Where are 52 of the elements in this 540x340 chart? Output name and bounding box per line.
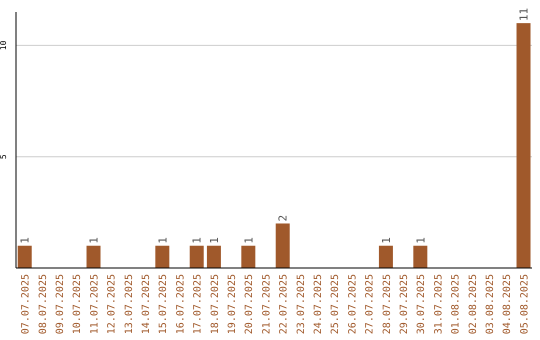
bar — [18, 246, 32, 268]
data-label: 1 — [18, 237, 32, 244]
x-tick-label: 07.07.2025 — [20, 274, 32, 334]
data-label: 1 — [208, 237, 221, 244]
data-label: 1 — [156, 237, 170, 244]
data-label: 1 — [414, 237, 428, 244]
x-tick-label: 22.07.2025 — [278, 274, 290, 334]
data-label: 1 — [380, 237, 393, 244]
x-tick-label: 17.07.2025 — [192, 274, 204, 334]
x-tick-label: 16.07.2025 — [175, 274, 186, 334]
bar — [190, 246, 204, 268]
x-tick-label: 25.07.2025 — [330, 274, 342, 334]
x-tick-label: 24.07.2025 — [313, 274, 324, 334]
x-tick-label: 27.07.2025 — [364, 274, 376, 334]
data-label: 2 — [276, 214, 290, 222]
x-tick-label: 11.07.2025 — [89, 274, 100, 334]
x-tick-label: 19.07.2025 — [227, 274, 238, 334]
x-tick-label: 15.07.2025 — [158, 274, 170, 334]
bar — [241, 246, 256, 268]
bar — [206, 246, 221, 268]
bar — [516, 23, 531, 268]
x-tick-label: 29.07.2025 — [399, 274, 410, 334]
x-tick-label: 14.07.2025 — [141, 274, 152, 334]
x-tick-label: 23.07.2025 — [296, 274, 307, 334]
x-tick-label: 31.07.2025 — [433, 274, 444, 334]
bar — [276, 223, 290, 268]
data-label: 1 — [242, 237, 256, 244]
data-label: 1 — [88, 237, 101, 244]
x-tick-label: 30.07.2025 — [416, 274, 428, 334]
x-tick-label: 01.08.2025 — [450, 274, 462, 334]
y-tick-label: 5 — [0, 154, 8, 160]
data-label: 1 — [190, 237, 204, 244]
x-tick-label: 28.07.2025 — [382, 274, 393, 334]
x-tick-label: 02.08.2025 — [468, 274, 479, 334]
x-tick-label: 18.07.2025 — [210, 274, 221, 334]
x-tick-label: 20.07.2025 — [244, 274, 256, 334]
data-label: 11 — [518, 8, 531, 22]
x-tick-label: 08.07.2025 — [38, 274, 49, 334]
x-tick-label: 21.07.2025 — [261, 274, 272, 334]
x-tick-label: 10.07.2025 — [72, 274, 84, 334]
bar — [155, 246, 170, 268]
bar — [378, 246, 393, 268]
bar — [413, 246, 428, 268]
x-tick-label: 12.07.2025 — [106, 274, 118, 334]
x-tick-label: 13.07.2025 — [124, 274, 135, 334]
x-tick-label: 26.07.2025 — [347, 274, 358, 334]
x-tick-label: 03.08.2025 — [485, 274, 496, 334]
x-tick-label: 04.08.2025 — [502, 274, 514, 334]
y-tick-label: 10 — [0, 40, 8, 50]
bar — [86, 246, 101, 268]
x-tick-label: 05.08.2025 — [519, 274, 530, 334]
x-tick-label: 09.07.2025 — [55, 274, 66, 334]
